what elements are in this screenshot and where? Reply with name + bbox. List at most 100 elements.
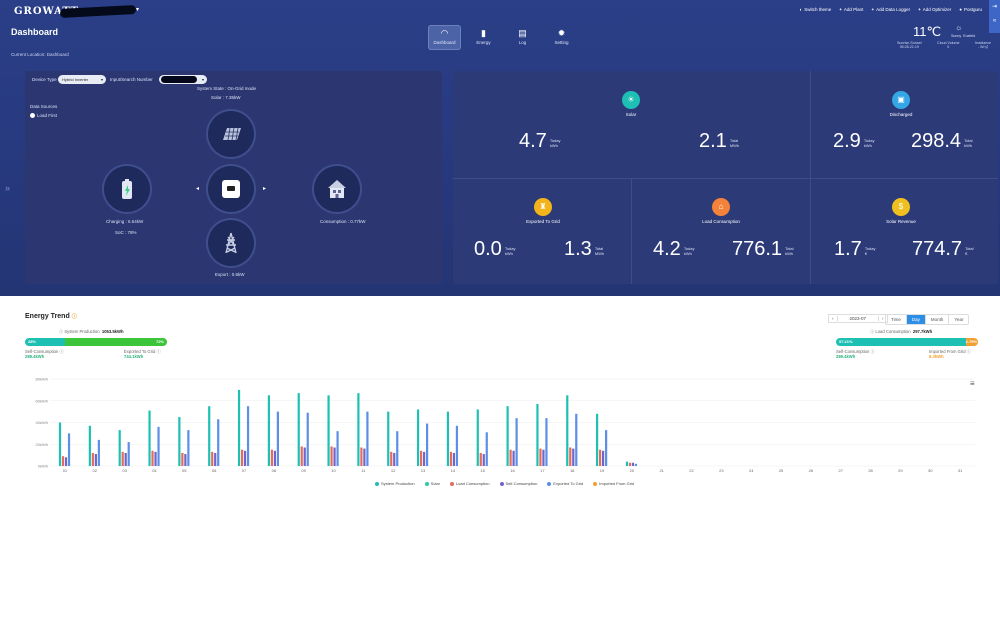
bar-chart-icon: ▮ <box>481 28 486 38</box>
x-tick-label: 07 <box>242 468 247 473</box>
menu-icon[interactable]: ≡ <box>970 379 975 388</box>
tab-day[interactable]: Day <box>906 315 926 324</box>
document-icon: ▤ <box>518 28 527 38</box>
legend-item[interactable]: Imported From Grid <box>593 481 634 486</box>
bar-self-consumption <box>482 454 485 466</box>
export-value: Export : 0.6kW <box>215 272 245 277</box>
user-menu[interactable]: ● Postguru <box>959 7 982 12</box>
legend-item[interactable]: System Production <box>375 481 415 486</box>
weather-condition: Sunny Euxfeld <box>951 34 976 38</box>
weather-widget: 11℃ ☼ Sunny Euxfeld Sunrise-Sunset 05:28-… <box>897 23 991 49</box>
legend-item[interactable]: Self-Consumption <box>499 481 537 486</box>
energy-trend-chart: 0kWh 20kWh 40kWh 60kWh 80kWh 01 02 03 04 05 06 07 08… <box>36 377 975 473</box>
bar-self-consumption <box>124 452 127 466</box>
tab-energy[interactable]: ▮ Energy <box>467 25 500 50</box>
date-value[interactable]: 2023-07 <box>849 316 867 321</box>
bar-exported-to-grid <box>545 418 548 466</box>
legend-item[interactable]: Exported To Grid <box>547 481 583 486</box>
bar-load-consumption <box>330 446 333 466</box>
bar-exported-to-grid <box>485 432 488 466</box>
x-tick-label: 22 <box>689 468 694 473</box>
house-icon <box>328 180 346 198</box>
gear-icon: ✹ <box>557 28 566 38</box>
bar-system-production <box>566 395 569 466</box>
arrow-left-icon: ◂ <box>196 186 200 192</box>
bar-system-production <box>446 411 450 466</box>
legend-dot-icon <box>499 481 504 486</box>
switch-theme-link[interactable]: ◐ Switch theme <box>799 7 832 12</box>
x-tick-label: 31 <box>958 468 963 473</box>
bar-self-consumption <box>154 451 157 466</box>
add-plant-link[interactable]: + Add Plant <box>839 7 864 12</box>
stat-solar-revenue: $ Solar Revenue <box>871 198 931 224</box>
y-tick-label: 0kWh <box>38 464 48 469</box>
x-tick-label: 02 <box>93 468 98 473</box>
x-tick-label: 30 <box>928 468 933 473</box>
bar-load-consumption <box>270 449 273 466</box>
bar-self-consumption <box>512 450 515 466</box>
tab-setting[interactable]: ✹ Setting <box>545 25 578 50</box>
bar-system-production <box>267 395 270 466</box>
x-tick-label: 19 <box>600 468 605 473</box>
x-tick-label: 25 <box>779 468 784 473</box>
tab-log[interactable]: ▤ Log <box>506 25 539 50</box>
home-icon: ⌂ <box>712 198 730 216</box>
bar-self-consumption <box>631 462 635 466</box>
battery-node <box>104 166 150 212</box>
x-tick-label: 17 <box>540 468 545 473</box>
money-icon: $ <box>892 198 910 216</box>
legend-item[interactable]: Solar <box>424 481 440 486</box>
page-title: Dashboard <box>11 27 59 37</box>
breadcrumb: Current Location: Dashboard <box>11 52 69 57</box>
sun-icon: ☼ <box>955 23 963 32</box>
x-tick-label: 05 <box>182 468 187 473</box>
energy-trend-title: Energy Trend ⓘ <box>25 313 77 320</box>
x-tick-label: 08 <box>272 468 277 473</box>
date-picker[interactable]: ‹ 2023-07 › <box>828 314 888 323</box>
solar-power: Solar : 7.35kW <box>211 95 241 100</box>
tab-month[interactable]: Month <box>926 315 950 324</box>
bar-load-consumption <box>599 449 602 466</box>
tab-year[interactable]: Year <box>954 317 964 322</box>
bar-system-production <box>148 410 151 466</box>
device-type-select[interactable]: Hybrid Inverter ▾ <box>58 75 106 84</box>
bar-load-consumption <box>479 452 482 466</box>
bar-exported-to-grid <box>97 439 100 466</box>
expand-sidebar-icon[interactable]: » <box>5 183 11 193</box>
serial-search-input[interactable]: ▾ <box>159 75 207 84</box>
x-tick-label: 10 <box>331 468 336 473</box>
exit-button[interactable]: ⇥ « <box>989 0 1000 33</box>
bar-exported-to-grid <box>246 406 250 466</box>
chevron-down-icon[interactable]: ▾ <box>136 7 140 13</box>
bar-load-consumption <box>300 446 303 466</box>
bar-self-consumption <box>542 449 545 466</box>
add-optimizer-link[interactable]: + Add Optimizer <box>918 7 952 12</box>
x-tick-label: 16 <box>510 468 515 473</box>
x-tick-label: 24 <box>749 468 754 473</box>
add-data-logger-link[interactable]: + Add Data Logger <box>871 7 911 12</box>
bar-load-consumption <box>91 452 94 466</box>
next-date-icon[interactable]: › <box>878 316 887 321</box>
load-first-radio[interactable]: Load First <box>30 113 57 119</box>
legend-item[interactable]: Load Consumption <box>449 481 490 486</box>
bar-exported-to-grid <box>605 430 608 466</box>
bar-self-consumption <box>602 450 605 466</box>
bar-self-consumption <box>333 447 336 466</box>
bar-exported-to-grid <box>67 433 71 466</box>
prev-date-icon[interactable]: ‹ <box>829 316 838 321</box>
bar-load-consumption <box>240 449 244 466</box>
info-icon: ⓘ <box>59 329 64 334</box>
bar-self-consumption <box>184 454 187 466</box>
bar-exported-to-grid <box>366 411 369 466</box>
bar-load-consumption <box>539 448 542 466</box>
bar-self-consumption <box>64 457 68 466</box>
tab-time[interactable]: Time <box>886 315 907 324</box>
info-icon: ⓘ <box>71 314 77 320</box>
bar-system-production <box>118 430 121 466</box>
consumption-value: Consumption : 0.77kW <box>320 219 366 224</box>
tab-dashboard[interactable]: ◠ Dashboard <box>428 25 461 50</box>
inverter-icon <box>222 180 240 198</box>
charging-value: Charging : 6.54kW <box>106 219 144 224</box>
x-tick-label: 09 <box>301 468 306 473</box>
user-icon: ● <box>959 7 962 12</box>
